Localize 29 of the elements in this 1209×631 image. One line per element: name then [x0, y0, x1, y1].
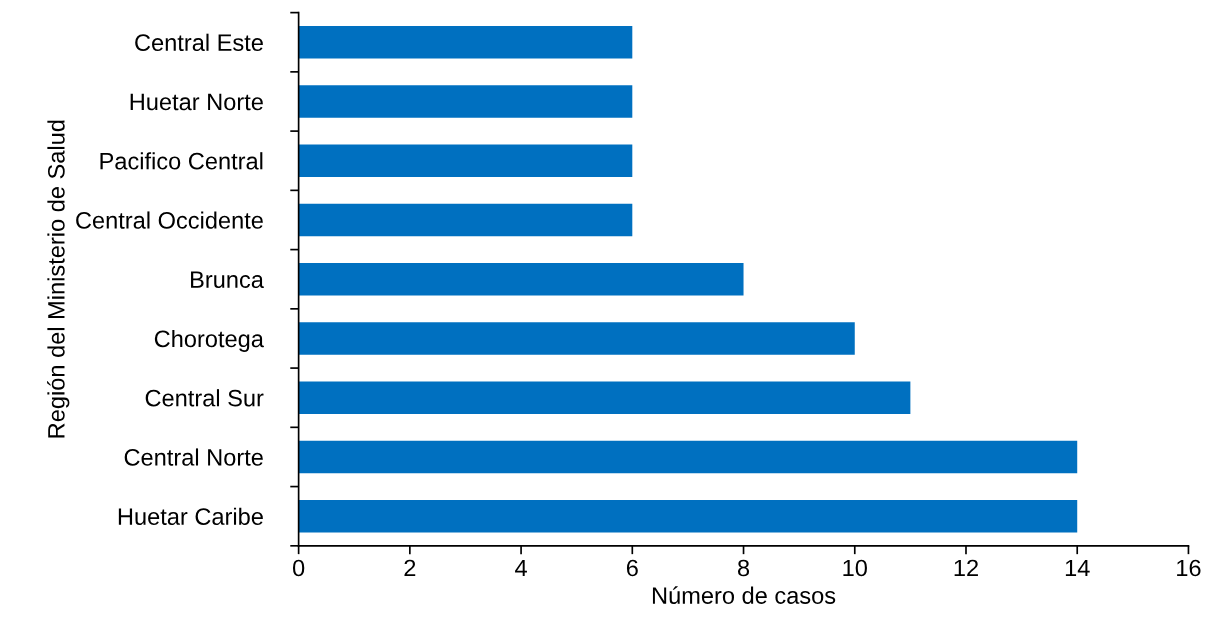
y-tick-label: Central Occidente [76, 211, 263, 229]
x-tick-label: 0 [292, 559, 305, 577]
bar [298, 499, 1078, 533]
x-tick-label: 12 [954, 559, 978, 577]
bar [298, 144, 633, 178]
y-axis-title: Región del Ministerio de Salud [47, 120, 70, 438]
x-tick-label: 6 [626, 559, 638, 577]
x-tick-label: 16 [1177, 559, 1201, 577]
y-tick-label: Chorotega [154, 329, 264, 352]
x-tick-label: 8 [738, 559, 750, 577]
bar [298, 85, 633, 118]
y-tick-label: Central Norte [124, 448, 263, 466]
bar [298, 25, 633, 59]
y-tick-label: Brunca [191, 271, 264, 289]
bar [298, 381, 911, 414]
y-tick-label: Huetar Norte [130, 93, 263, 111]
bar [298, 322, 855, 355]
y-tick-label: Central Este [135, 33, 263, 52]
bar [298, 203, 633, 237]
y-tick-label: Pacifico Central [100, 152, 263, 170]
x-axis-title: Número de casos [652, 586, 836, 604]
x-tick-label: 14 [1065, 559, 1090, 577]
x-tick-label: 4 [515, 559, 527, 577]
x-tick-label: 10 [843, 559, 867, 577]
bar [298, 440, 1078, 474]
x-tick-label: 2 [404, 559, 416, 577]
y-tick-label: Huetar Caribe [118, 507, 263, 525]
y-tick-label: Central Sur [145, 389, 264, 407]
bar [298, 262, 744, 296]
